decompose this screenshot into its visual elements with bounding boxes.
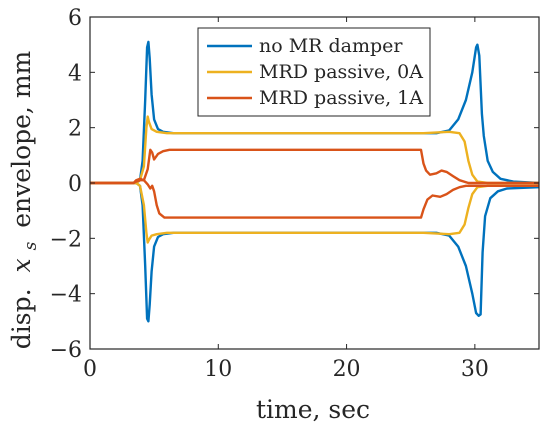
y-axis-label-prefix: disp. [7, 288, 36, 349]
y-axis-label-var: x [7, 258, 36, 272]
y-tick-label: 6 [68, 6, 82, 31]
series-layer [90, 40, 540, 323]
y-axis-label: disp. x s envelope, mm [7, 50, 42, 349]
series-2 [90, 115, 539, 244]
y-tick-label: −4 [50, 283, 82, 308]
x-tick-label: 10 [204, 357, 232, 382]
y-axis-label-suffix: envelope, mm [7, 50, 36, 227]
x-tick-label: 20 [333, 357, 361, 382]
legend-label: MRD passive, 1A [259, 87, 423, 109]
series-3-upper-envelope [90, 148, 539, 185]
series-2-lower-envelope [90, 181, 539, 244]
y-tick-label: 2 [68, 117, 82, 142]
series-2-upper-envelope [90, 115, 539, 185]
y-tick-label: 4 [68, 61, 82, 86]
ticks-layer: 0 10 20 30 −6 −4 −2 0 2 4 6 [50, 6, 539, 382]
x-axis-label: time, sec [256, 395, 370, 424]
y-tick-label: 0 [68, 172, 82, 197]
x-tick-label: 30 [461, 357, 489, 382]
x-tick-label: 0 [83, 357, 97, 382]
y-axis-label-sub: s [21, 241, 41, 250]
y-tick-label: −6 [50, 338, 82, 363]
legend-label: no MR damper [259, 35, 403, 57]
series-3-lower-envelope [90, 179, 539, 219]
y-tick-label: −2 [50, 227, 82, 252]
series-3 [90, 148, 539, 219]
legend: no MR damper MRD passive, 0A MRD passive, … [197, 27, 431, 117]
legend-label: MRD passive, 0A [259, 61, 423, 83]
